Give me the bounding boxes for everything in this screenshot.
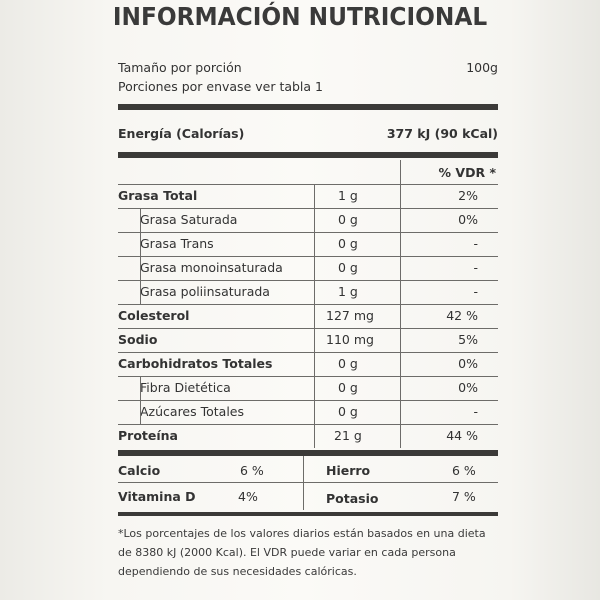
mineral-name: Vitamina D <box>118 489 196 504</box>
nutrient-vdr: 2% <box>458 188 478 203</box>
divider-thick <box>118 512 498 516</box>
nutrient-amount: 0 g <box>338 260 358 275</box>
nutrient-name: Grasa Trans <box>140 236 214 251</box>
nutrient-name: Grasa Saturada <box>140 212 238 227</box>
mineral-name: Calcio <box>118 463 161 478</box>
divider-thick <box>118 104 498 110</box>
divider-thin <box>118 256 498 257</box>
divider-thin <box>118 328 498 329</box>
energy-value: 377 kJ (90 kCal) <box>386 126 498 141</box>
nutrient-amount: 1 g <box>338 188 358 203</box>
mineral-name: Potasio <box>326 491 379 506</box>
nutrient-vdr: - <box>473 284 478 299</box>
serving-size-value: 100g <box>466 60 498 75</box>
nutrient-name: Grasa monoinsaturada <box>140 260 283 275</box>
nutrient-amount: 0 g <box>338 356 358 371</box>
divider-thin <box>118 208 498 209</box>
indent-line <box>140 376 141 424</box>
mineral-name: Hierro <box>326 463 371 478</box>
indent-line <box>140 208 141 304</box>
divider-thin <box>118 184 498 185</box>
mineral-value: 6 % <box>452 463 476 478</box>
nutrient-amount: 0 g <box>338 212 358 227</box>
footnote: *Los porcentajes de los valores diarios … <box>118 527 486 578</box>
nutrient-vdr: 5% <box>458 332 478 347</box>
nutrient-name: Fibra Dietética <box>140 380 231 395</box>
nutrient-amount: 0 g <box>338 404 358 419</box>
nutrient-vdr: 0% <box>458 212 478 227</box>
nutrient-vdr: 0% <box>458 356 478 371</box>
nutrient-amount: 127 mg <box>326 308 374 323</box>
nutrient-name: Grasa poliinsaturada <box>140 284 270 299</box>
mineral-value: 7 % <box>452 489 476 504</box>
divider-thin <box>118 232 498 233</box>
nutrient-amount: 1 g <box>338 284 358 299</box>
nutrient-amount: 0 g <box>338 380 358 395</box>
nutrient-vdr: - <box>473 236 478 251</box>
divider-thin <box>118 352 498 353</box>
divider-thin <box>118 424 498 425</box>
nutrient-vdr: - <box>473 260 478 275</box>
nutrient-name: Grasa Total <box>118 188 198 203</box>
divider-thin <box>118 400 498 401</box>
nutrient-vdr: 44 % <box>446 428 478 443</box>
column-separator <box>314 184 315 448</box>
divider-thin <box>118 280 498 281</box>
servings-per-container: Porciones por envase ver tabla 1 <box>118 79 323 94</box>
nutrient-vdr: 0% <box>458 380 478 395</box>
column-separator <box>303 456 304 510</box>
divider-thick <box>118 152 498 158</box>
nutrient-amount: 21 g <box>334 428 362 443</box>
nutrient-name: Carbohidratos Totales <box>118 356 273 371</box>
mineral-value: 4% <box>238 489 258 504</box>
mineral-value: 6 % <box>240 463 264 478</box>
serving-size-label: Tamaño por porción <box>118 60 242 75</box>
nutrient-vdr: - <box>473 404 478 419</box>
nutrient-vdr: 42 % <box>446 308 478 323</box>
nutrient-name: Sodio <box>118 332 158 347</box>
nutrient-amount: 110 mg <box>326 332 374 347</box>
divider-thick <box>118 450 498 456</box>
column-separator <box>400 160 401 448</box>
label-title: INFORMACIÓN NUTRICIONAL <box>112 2 488 31</box>
divider-thin <box>118 304 498 305</box>
nutrient-name: Azúcares Totales <box>140 404 245 419</box>
nutrient-name: Colesterol <box>118 308 190 323</box>
energy-label: Energía (Calorías) <box>118 126 245 141</box>
vdr-header: % VDR * <box>438 165 496 180</box>
nutrient-name: Proteína <box>118 428 178 443</box>
divider-thin <box>118 482 498 483</box>
divider-thin <box>118 376 498 377</box>
nutrient-amount: 0 g <box>338 236 358 251</box>
